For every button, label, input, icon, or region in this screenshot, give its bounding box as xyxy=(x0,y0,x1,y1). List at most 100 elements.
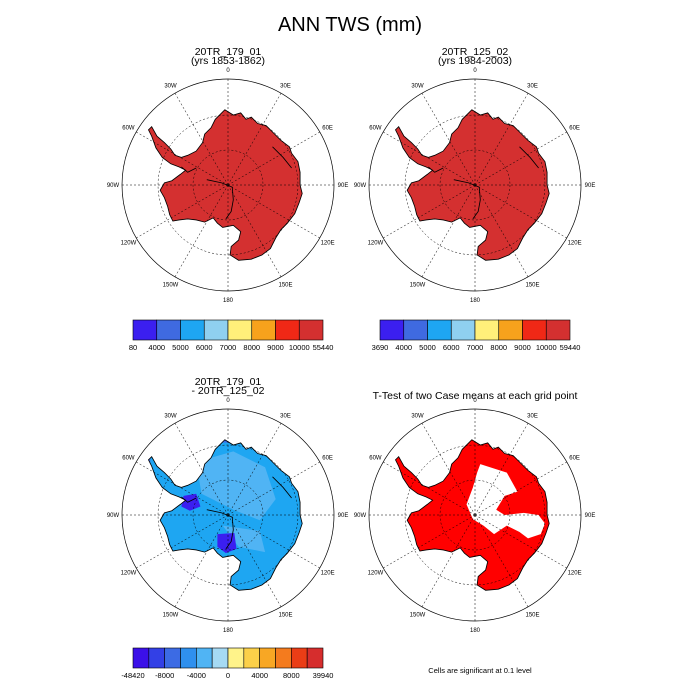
longitude-label: 180 xyxy=(470,298,481,304)
meridian-line xyxy=(474,514,529,607)
latitude-circle-1 xyxy=(439,149,511,221)
longitude-label: 180 xyxy=(223,628,234,634)
colorbar-swatch xyxy=(259,647,276,669)
meridian-line xyxy=(421,184,476,277)
longitude-label: 30E xyxy=(527,83,538,89)
longitude-label: 0 xyxy=(226,398,230,404)
colorbar-label: 8000 xyxy=(283,671,300,680)
meridian-line xyxy=(383,461,476,516)
longitude-label: 30W xyxy=(164,83,177,89)
colorbar: 80 4000 5000 6000 7000 8000 9000 10000 55440 xyxy=(129,319,334,352)
colorbar-swatch xyxy=(275,647,292,669)
colorbar-label: 5000 xyxy=(172,343,189,352)
meridian-line xyxy=(227,514,282,607)
longitude-label: 60E xyxy=(322,126,333,132)
colorbar-swatch xyxy=(427,319,452,341)
longitude-label: 60E xyxy=(569,456,580,462)
longitude-label: 120W xyxy=(121,241,137,247)
longitude-label: 60W xyxy=(122,456,135,462)
longitude-label: 90W xyxy=(354,183,367,189)
colorbar-label: 5000 xyxy=(419,343,436,352)
colorbar-label: 4000 xyxy=(395,343,412,352)
colorbar-swatch xyxy=(291,647,308,669)
meridian-line xyxy=(421,514,476,607)
colorbar-label: -48420 xyxy=(121,671,144,680)
longitude-label: 90W xyxy=(354,513,367,519)
map-panel-case1: 20TR_179_01(yrs 1853-1862)0 30E 60E 90E 120E… xyxy=(107,46,349,352)
colorbar-label: 0 xyxy=(226,671,230,680)
colorbar-label: 4000 xyxy=(148,343,165,352)
meridian-line xyxy=(136,184,229,239)
longitude-label: 30W xyxy=(411,83,424,89)
colorbar-label: 7000 xyxy=(467,343,484,352)
longitude-label: 0 xyxy=(226,68,230,74)
colorbar-swatch xyxy=(132,647,150,669)
colorbar-swatch xyxy=(164,647,181,669)
colorbar-swatch xyxy=(474,319,500,341)
map-panel-case2: 20TR_125_02(yrs 1984-2003)0 30E 60E 90E 120E… xyxy=(354,46,596,352)
meridian-line xyxy=(136,461,229,516)
colorbar: 3690 4000 5000 6000 7000 8000 9000 10000 59440 xyxy=(372,319,580,352)
colorbar-swatch xyxy=(450,319,476,341)
meridian-line xyxy=(227,461,320,516)
longitude-label: 120E xyxy=(321,241,335,247)
longitude-label: 150W xyxy=(410,283,426,289)
meridian-line xyxy=(174,93,229,186)
colorbar-label: 55440 xyxy=(313,343,334,352)
meridian-line xyxy=(383,131,476,186)
colorbar-label: 80 xyxy=(129,343,137,352)
longitude-label: 150W xyxy=(410,613,426,619)
colorbar: -48420 -8000 -4000 0 4000 8000 39940 xyxy=(121,647,333,680)
meridian-line xyxy=(383,184,476,239)
colorbar-label: 6000 xyxy=(196,343,213,352)
meridian-line xyxy=(474,93,529,186)
colorbar-swatch xyxy=(180,319,205,341)
colorbar-swatch xyxy=(498,319,523,341)
longitude-label: 90E xyxy=(338,183,349,189)
colorbar-swatch xyxy=(298,319,324,341)
panel-title-line2: - 20TR_125_02 xyxy=(192,385,265,397)
longitude-label: 30E xyxy=(280,83,291,89)
longitude-label: 150E xyxy=(525,613,539,619)
map-boundary xyxy=(121,78,335,292)
meridian-line xyxy=(136,514,229,569)
colorbar-swatch xyxy=(211,647,229,669)
colorbar-swatch xyxy=(306,647,324,669)
longitude-label: 60W xyxy=(122,126,135,132)
longitude-label: 120W xyxy=(121,571,137,577)
meridian-line xyxy=(227,93,282,186)
colorbar-label: 4000 xyxy=(251,671,268,680)
meridian-line xyxy=(174,184,229,277)
panel-title-line2: (yrs 1984-2003) xyxy=(438,55,512,67)
longitude-label: 30W xyxy=(411,413,424,419)
meridian-line xyxy=(474,184,529,277)
colorbar-label: 8000 xyxy=(490,343,507,352)
meridian-line xyxy=(227,184,320,239)
nonsignificant-areas xyxy=(466,464,545,539)
colorbar-label: 10000 xyxy=(536,343,557,352)
longitude-label: 150W xyxy=(163,613,179,619)
panel-title-line1: 20TR_179_01 xyxy=(195,376,262,388)
longitude-label: 90E xyxy=(585,513,596,519)
longitude-label: 150E xyxy=(278,283,292,289)
meridian-line xyxy=(227,131,320,186)
meridian-line xyxy=(474,514,567,569)
colorbar-swatch xyxy=(403,319,428,341)
colorbar-swatch xyxy=(148,647,165,669)
meridian-line xyxy=(421,93,476,186)
colorbar-swatch xyxy=(379,319,405,341)
colorbar-swatch xyxy=(545,319,571,341)
longitude-label: 120E xyxy=(321,571,335,577)
colorbar-swatch xyxy=(275,319,300,341)
colorbar-label: 10000 xyxy=(289,343,310,352)
significance-footnote: Cells are significant at 0.1 level xyxy=(428,666,532,675)
longitude-label: 120W xyxy=(368,571,384,577)
panel-title-line1: T-Test of two Case means at each grid po… xyxy=(373,390,578,402)
colorbar-swatch xyxy=(132,319,158,341)
map-boundary xyxy=(368,78,582,292)
longitude-label: 120E xyxy=(568,241,582,247)
longitude-label: 60W xyxy=(369,456,382,462)
longitude-label: 90W xyxy=(107,183,120,189)
colorbar-label: 8000 xyxy=(243,343,260,352)
